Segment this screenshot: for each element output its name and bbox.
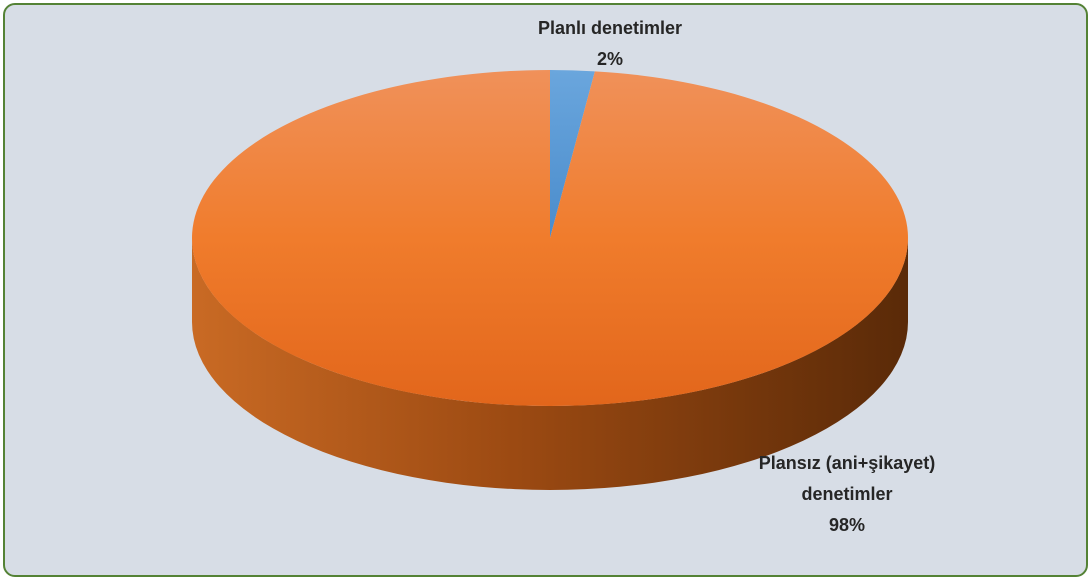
slice bbox=[192, 70, 909, 406]
slice bbox=[550, 70, 595, 238]
value-label: 98% bbox=[828, 515, 866, 535]
value-label: 2% bbox=[596, 49, 623, 69]
slice-label: Planlı denetimler 2% bbox=[475, 13, 745, 75]
slice-label: Plansız (ani+şikayet) denetimler 98% bbox=[757, 448, 937, 541]
category-label: Plansız (ani+şikayet) denetimler bbox=[758, 453, 936, 504]
chart-frame: Planlı denetimler 2% Plansız (ani+şikaye… bbox=[3, 3, 1088, 577]
chart bbox=[192, 70, 909, 490]
slice-side bbox=[192, 238, 908, 490]
category-label: Planlı denetimler bbox=[537, 18, 683, 38]
